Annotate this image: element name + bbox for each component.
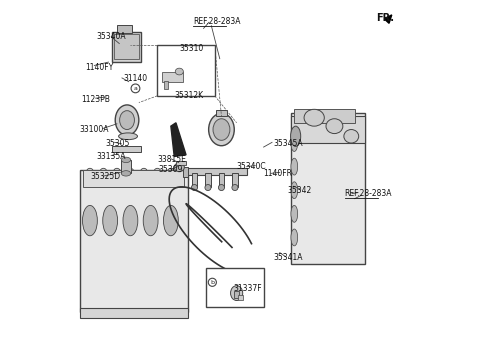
Ellipse shape — [209, 113, 234, 146]
Ellipse shape — [326, 119, 343, 134]
Ellipse shape — [291, 182, 298, 199]
Text: a: a — [133, 86, 137, 91]
Polygon shape — [384, 15, 392, 23]
Bar — [183, 167, 188, 177]
Text: 35341A: 35341A — [274, 253, 303, 262]
Bar — [205, 173, 211, 187]
Bar — [234, 291, 240, 298]
Text: 31140: 31140 — [124, 74, 148, 83]
Text: 35312K: 35312K — [174, 91, 204, 100]
Bar — [112, 32, 141, 62]
Ellipse shape — [344, 130, 359, 143]
Circle shape — [141, 168, 147, 175]
Ellipse shape — [291, 135, 298, 151]
Bar — [294, 109, 355, 123]
Ellipse shape — [291, 158, 298, 175]
Bar — [114, 34, 139, 59]
Text: 35345A: 35345A — [273, 138, 303, 148]
Ellipse shape — [119, 133, 137, 140]
Circle shape — [127, 168, 134, 175]
Text: 33815E: 33815E — [157, 155, 186, 164]
Bar — [80, 308, 188, 318]
Text: 35340C: 35340C — [237, 162, 266, 171]
Circle shape — [192, 185, 197, 191]
Circle shape — [218, 185, 225, 191]
Circle shape — [180, 168, 186, 175]
Ellipse shape — [121, 171, 131, 176]
Bar — [232, 173, 238, 187]
Ellipse shape — [290, 126, 300, 147]
Bar — [290, 116, 365, 143]
Circle shape — [100, 168, 107, 175]
Bar — [186, 168, 247, 175]
Ellipse shape — [120, 110, 134, 130]
Text: 33100A: 33100A — [80, 125, 109, 134]
Text: FR.: FR. — [377, 13, 395, 23]
Bar — [219, 173, 224, 187]
Circle shape — [232, 185, 238, 191]
Bar — [117, 25, 132, 33]
Circle shape — [131, 84, 140, 93]
Ellipse shape — [83, 205, 97, 236]
Bar — [238, 295, 243, 300]
Circle shape — [114, 168, 120, 175]
Ellipse shape — [123, 205, 138, 236]
Text: 35325D: 35325D — [90, 172, 120, 181]
Ellipse shape — [198, 69, 211, 82]
Bar — [162, 72, 183, 82]
Text: 1140FY: 1140FY — [85, 63, 113, 72]
FancyBboxPatch shape — [206, 268, 264, 307]
Bar — [112, 146, 141, 152]
Bar — [164, 81, 168, 89]
Bar — [121, 160, 131, 173]
Text: REF.28-283A: REF.28-283A — [193, 17, 240, 26]
Circle shape — [86, 168, 93, 175]
Circle shape — [205, 185, 211, 191]
Text: 33135A: 33135A — [96, 152, 126, 161]
Ellipse shape — [175, 68, 183, 75]
Bar — [192, 173, 197, 187]
Ellipse shape — [291, 229, 298, 246]
Circle shape — [168, 168, 174, 175]
Text: 1123PB: 1123PB — [82, 95, 110, 104]
Bar — [216, 110, 227, 116]
Text: 35340A: 35340A — [96, 32, 126, 41]
Ellipse shape — [103, 205, 118, 236]
Ellipse shape — [115, 105, 139, 135]
Text: b: b — [210, 280, 215, 285]
FancyBboxPatch shape — [157, 45, 215, 96]
Ellipse shape — [230, 286, 243, 301]
Bar — [80, 170, 188, 312]
Text: 1140FR: 1140FR — [264, 169, 293, 178]
Circle shape — [154, 168, 161, 175]
Text: 31337F: 31337F — [233, 284, 262, 293]
Bar — [83, 170, 184, 187]
Text: 35342: 35342 — [287, 186, 312, 195]
Text: 35305: 35305 — [105, 138, 130, 148]
Ellipse shape — [304, 109, 324, 126]
Ellipse shape — [121, 157, 131, 163]
Text: REF.28-283A: REF.28-283A — [345, 189, 392, 198]
Bar — [290, 113, 365, 265]
Text: 35310: 35310 — [180, 44, 204, 53]
Circle shape — [208, 278, 216, 286]
Text: 35309: 35309 — [158, 166, 183, 174]
Ellipse shape — [174, 163, 184, 172]
Ellipse shape — [213, 119, 230, 140]
Polygon shape — [171, 123, 186, 156]
Ellipse shape — [291, 205, 298, 222]
Ellipse shape — [164, 205, 178, 236]
Ellipse shape — [143, 205, 158, 236]
Bar — [176, 161, 186, 165]
